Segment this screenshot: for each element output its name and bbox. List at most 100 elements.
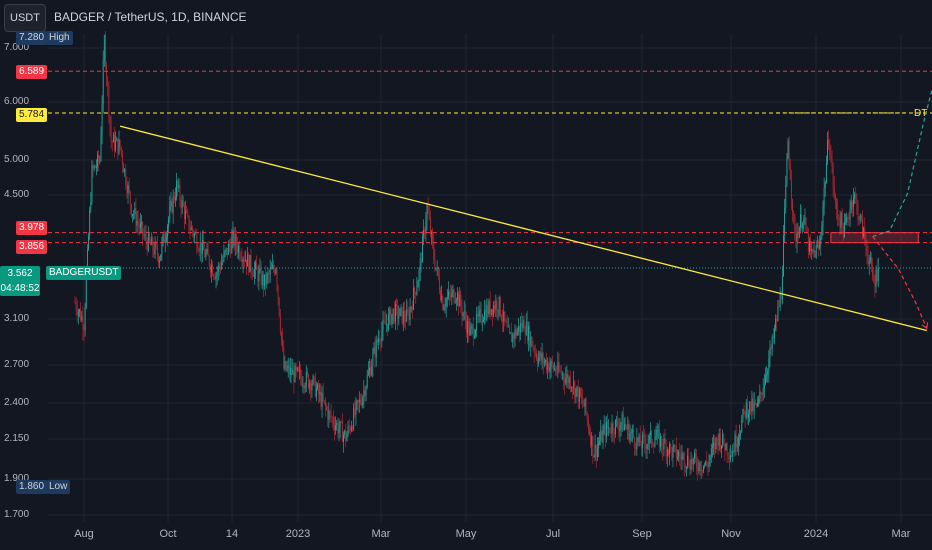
candle-body: [504, 311, 506, 321]
candle-body: [411, 307, 413, 310]
candle-body: [313, 376, 315, 378]
candle-body: [399, 308, 401, 316]
candle-body: [519, 326, 520, 333]
candle-body: [117, 138, 119, 154]
candle-body: [149, 233, 150, 241]
candle-body: [829, 144, 831, 156]
candle-body: [391, 314, 393, 325]
candle-body: [736, 444, 738, 448]
candle-body: [673, 445, 675, 448]
candle-body: [823, 188, 825, 207]
candle-body: [288, 365, 290, 375]
candle-body: [86, 249, 88, 277]
candle-body: [416, 287, 418, 295]
candle-body: [397, 305, 399, 319]
candle-body: [566, 374, 568, 379]
candle-body: [570, 387, 572, 389]
candle-body: [819, 245, 821, 248]
price-tag-high-value: 7.280: [16, 31, 48, 45]
candle-body: [173, 195, 175, 200]
candle-body: [243, 259, 245, 262]
candle-body: [345, 430, 347, 442]
candle-body: [463, 311, 465, 314]
candle-body: [543, 361, 545, 364]
candle-body: [871, 257, 872, 266]
candle-body: [207, 248, 209, 256]
candle-body: [460, 294, 462, 307]
candle-body: [292, 369, 294, 376]
candle-body: [379, 339, 381, 341]
candle-body: [713, 442, 715, 447]
candle-body: [109, 116, 111, 126]
candle-body: [696, 458, 698, 467]
candle-body: [761, 393, 763, 395]
candle-body: [746, 402, 748, 418]
candle-body: [402, 310, 404, 324]
candle-body: [103, 34, 105, 61]
candle-body: [581, 396, 583, 398]
candle-body: [745, 402, 747, 418]
candle-body: [524, 330, 526, 335]
projection-up: [872, 87, 932, 238]
symbol-search-button[interactable]: USDT: [4, 4, 46, 32]
candle-body: [851, 201, 853, 207]
candle-body: [279, 315, 281, 332]
candle-body: [277, 285, 279, 298]
candle-body: [237, 245, 238, 253]
candle-body: [273, 264, 275, 269]
candle-body: [258, 270, 260, 282]
candle-body: [821, 226, 823, 237]
candle-body: [730, 455, 731, 459]
candle-body: [814, 250, 816, 258]
y-tick-5000: 5.000: [4, 154, 30, 165]
candle-body: [77, 311, 79, 316]
candle-body: [170, 200, 172, 207]
candle-body: [197, 248, 199, 251]
candle-body: [737, 436, 739, 445]
candle-body: [405, 319, 407, 322]
candle-body: [141, 221, 143, 224]
candle-body: [347, 426, 349, 435]
candle-body: [320, 391, 322, 408]
candle-body: [367, 371, 369, 376]
candle-body: [877, 268, 879, 282]
candle-body: [354, 408, 356, 415]
candle-body: [453, 289, 455, 303]
candle-body: [126, 184, 128, 194]
candle-body: [171, 200, 173, 213]
candle-body: [218, 265, 220, 268]
candle-body: [775, 319, 777, 329]
candle-body: [617, 419, 619, 427]
price-tag-3978: 3.978: [16, 221, 48, 235]
candle-body: [862, 217, 863, 237]
candle-body: [190, 226, 192, 231]
candle-body: [523, 320, 525, 331]
candle-body: [647, 443, 649, 446]
candle-body: [867, 256, 869, 265]
candle-body: [697, 466, 699, 471]
candle-body: [384, 320, 386, 325]
candle-body: [432, 232, 434, 243]
candle-body: [619, 426, 621, 431]
candle-body: [188, 215, 190, 230]
candle-body: [807, 232, 809, 252]
candle-body: [648, 434, 650, 444]
candle-body: [849, 209, 851, 220]
candle-body: [329, 410, 331, 413]
candle-body: [490, 309, 492, 315]
candle-body: [168, 218, 170, 227]
candle-body: [776, 319, 778, 321]
candle-body: [297, 367, 299, 371]
candle-body: [281, 331, 282, 339]
price-tag-low-value: 1.860: [16, 480, 48, 494]
candle-body: [256, 263, 258, 270]
candle-body: [545, 360, 546, 362]
candle-body: [768, 358, 770, 372]
candle-body: [130, 204, 132, 216]
candle-body: [440, 291, 441, 301]
candle-body: [398, 315, 400, 319]
candle-body: [319, 391, 321, 395]
last-price-block: 3.562 04:48:52: [0, 266, 40, 296]
